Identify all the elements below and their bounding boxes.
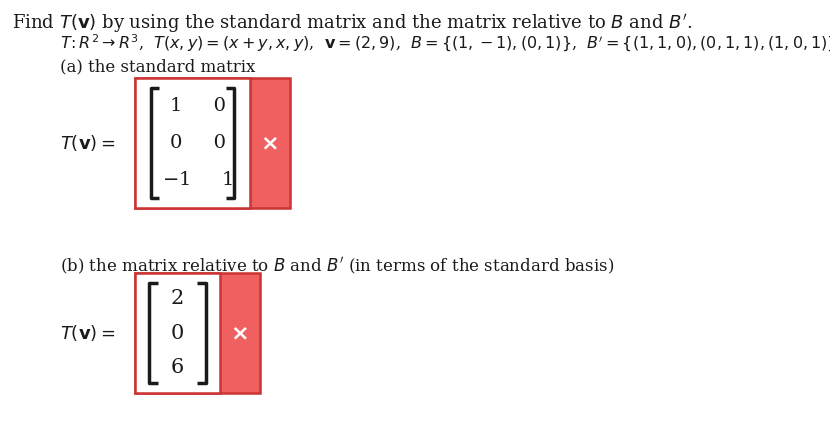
Text: ×: × [231, 323, 249, 343]
Text: 0: 0 [171, 323, 184, 343]
Bar [135, 78, 250, 208]
Text: (b) the matrix relative to $B$ and $B'$ (in terms of the standard basis): (b) the matrix relative to $B$ and $B'$ … [60, 256, 614, 277]
Text: 2: 2 [171, 289, 184, 308]
Bar [135, 273, 260, 393]
Text: (a) the standard matrix: (a) the standard matrix [60, 58, 256, 75]
Text: $-$1     1: $-$1 1 [162, 171, 233, 189]
Text: $T\!: R^2 \rightarrow R^3$,  $T(x, y) = (x+y, x, y)$,  $\mathbf{v} = (2, 9)$,  $: $T\!: R^2 \rightarrow R^3$, $T(x, y) = (… [60, 33, 830, 54]
Bar [135, 78, 290, 208]
Text: ×: × [261, 133, 280, 153]
Text: Find $T(\mathbf{v})$ by using the standard matrix and the matrix relative to $B$: Find $T(\mathbf{v})$ by using the standa… [12, 12, 692, 35]
Text: $T(\mathbf{v}) =$: $T(\mathbf{v}) =$ [60, 133, 115, 153]
Bar [135, 273, 220, 393]
Text: 6: 6 [171, 358, 184, 377]
Bar [135, 273, 220, 393]
Bar [135, 78, 250, 208]
Text: 1     0: 1 0 [169, 97, 226, 115]
Text: 0     0: 0 0 [169, 134, 226, 152]
Text: $T(\mathbf{v}) =$: $T(\mathbf{v}) =$ [60, 323, 115, 343]
